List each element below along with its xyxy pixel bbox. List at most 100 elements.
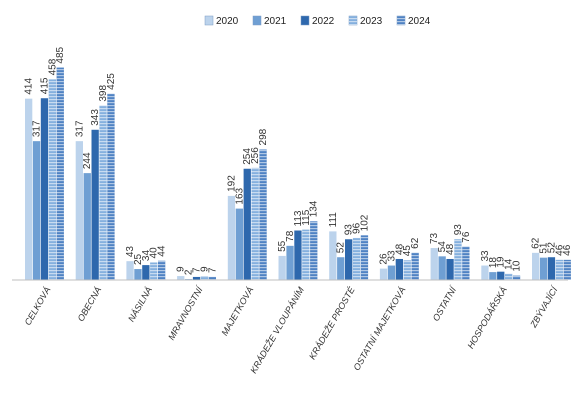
legend-swatch-stripe-2024 (397, 16, 405, 25)
data-label-2023-7: 45 (402, 245, 413, 257)
bar-2021-2 (134, 269, 142, 280)
category-label-0: CELKOVÁ (23, 285, 53, 327)
legend-label-2021: 2021 (264, 16, 287, 27)
bar-2020-7 (379, 268, 388, 280)
data-label-2022-0: 415 (39, 77, 50, 94)
category-label-9: HOSPODÁŘSKÁ (465, 285, 508, 350)
category-label-10: ZBÝVAJÍCÍ (528, 284, 560, 330)
bar-2022-3 (192, 276, 201, 280)
category-label-2: NÁSILNÁ (126, 285, 154, 323)
data-label-2022-7: 48 (394, 243, 405, 255)
category-labels-group: CELKOVÁ OBECNÁ NÁSILNÁ MRAVNOSTNÍ MAJETKOVÁK… (23, 284, 561, 375)
bar-2022-2 (142, 265, 150, 280)
legend-swatch-2022 (300, 15, 310, 26)
data-label-2020-1: 317 (74, 120, 85, 137)
data-label-2021-3: 2 (184, 269, 195, 275)
data-label-2024-10: 46 (562, 244, 573, 256)
bar-2022-10 (547, 257, 556, 280)
category-label-4: MAJETKOVÁ (219, 285, 255, 337)
data-label-2021-0: 317 (31, 120, 42, 137)
data-label-2023-10: 46 (554, 244, 565, 256)
bar-2021-8 (438, 256, 446, 280)
bar-2021-4 (235, 208, 243, 280)
category-label-5: KRÁDEŽE VLOUPÁNÍM (248, 285, 306, 375)
bar-2020-0 (25, 98, 33, 280)
bar-2021-1 (83, 173, 91, 280)
data-label-2023-0: 458 (47, 58, 58, 75)
data-label-2022-2: 34 (141, 250, 152, 262)
bar-stripe-2024-1 (107, 93, 115, 280)
legend-swatch-2021 (252, 15, 262, 26)
bar-stripe-2023-1 (99, 105, 107, 281)
data-label-2024-0: 485 (55, 46, 66, 63)
bar-stripe-2024-3 (208, 276, 216, 280)
bar-stripe-2024-10 (563, 259, 571, 280)
data-label-2020-7: 26 (378, 253, 389, 265)
legend-swatch-2020 (204, 15, 214, 26)
bar-2022-4 (243, 168, 251, 280)
bar-stripe-2024-5 (310, 221, 318, 280)
data-label-2023-5: 115 (301, 209, 312, 225)
data-label-2021-5: 78 (285, 230, 296, 242)
bar-stripe-2024-6 (360, 235, 369, 280)
data-label-2022-3: 7 (191, 267, 202, 273)
data-label-2024-4: 298 (258, 128, 269, 145)
bar-stripe-2023-0 (48, 79, 56, 280)
bar-2020-3 (177, 276, 185, 280)
bar-stripe-2023-7 (403, 260, 411, 280)
legend-label-2020: 2020 (216, 16, 239, 27)
category-label-7: OSTATNÍ MAJETKOVÁ (351, 285, 407, 372)
data-label-2023-1: 398 (98, 85, 109, 102)
bar-stripe-2023-8 (454, 239, 462, 280)
category-label-3: MRAVNOSTNÍ (166, 284, 205, 342)
data-label-2024-2: 44 (157, 245, 168, 257)
bar-stripe-2023-10 (555, 259, 563, 280)
data-label-2022-10: 52 (546, 242, 557, 254)
bar-2022-9 (497, 271, 505, 280)
bar-2021-6 (337, 257, 345, 280)
data-label-2022-9: 19 (496, 256, 507, 268)
bar-stripe-2024-2 (158, 260, 166, 280)
legend: 2020 2021 2022 2023 2024 (204, 15, 431, 27)
data-label-2021-10: 51 (538, 242, 549, 254)
bar-stripe-2024-8 (462, 246, 470, 280)
data-label-2022-1: 343 (90, 109, 101, 126)
bar-2022-8 (446, 258, 454, 280)
data-label-2020-4: 192 (226, 175, 237, 192)
data-label-2023-2: 40 (149, 247, 160, 259)
data-label-2023-8: 93 (453, 224, 464, 236)
bar-2022-6 (345, 239, 353, 280)
bar-stripe-2023-4 (251, 167, 259, 280)
bar-stripe-2023-9 (505, 273, 513, 280)
data-label-2024-5: 134 (309, 200, 320, 217)
data-label-2022-4: 254 (242, 148, 253, 165)
data-label-2024-7: 62 (410, 237, 421, 249)
data-label-2021-6: 52 (336, 242, 347, 254)
data-label-2023-4: 256 (250, 147, 261, 164)
bar-2022-7 (395, 258, 403, 280)
data-label-2020-3: 9 (176, 266, 187, 272)
data-label-2021-2: 25 (133, 253, 144, 265)
data-label-2024-1: 425 (106, 73, 117, 90)
bar-2021-0 (32, 141, 41, 280)
bar-2022-1 (91, 129, 99, 280)
data-label-2024-3: 7 (207, 267, 218, 273)
data-label-2021-8: 54 (437, 241, 448, 253)
data-label-2022-5: 113 (293, 210, 304, 226)
category-label-6: KRÁDEŽE PROSTÉ (307, 284, 357, 361)
category-label-1: OBECNÁ (76, 285, 104, 323)
data-label-2022-6: 93 (344, 224, 355, 236)
data-label-2020-5: 55 (277, 240, 288, 252)
data-label-2023-3: 9 (199, 266, 210, 272)
bar-2020-2 (126, 261, 134, 280)
data-label-2023-9: 14 (504, 258, 515, 270)
legend-label-2024: 2024 (408, 16, 431, 27)
legend-swatch-stripe-2023 (349, 16, 357, 25)
legend-label-2022: 2022 (312, 16, 335, 27)
bar-2022-0 (40, 98, 49, 280)
bar-stripe-2024-7 (411, 252, 419, 280)
bar-2020-6 (329, 231, 337, 280)
category-label-8: OSTATNÍ (431, 284, 459, 323)
bar-stripe-2024-9 (512, 275, 521, 280)
